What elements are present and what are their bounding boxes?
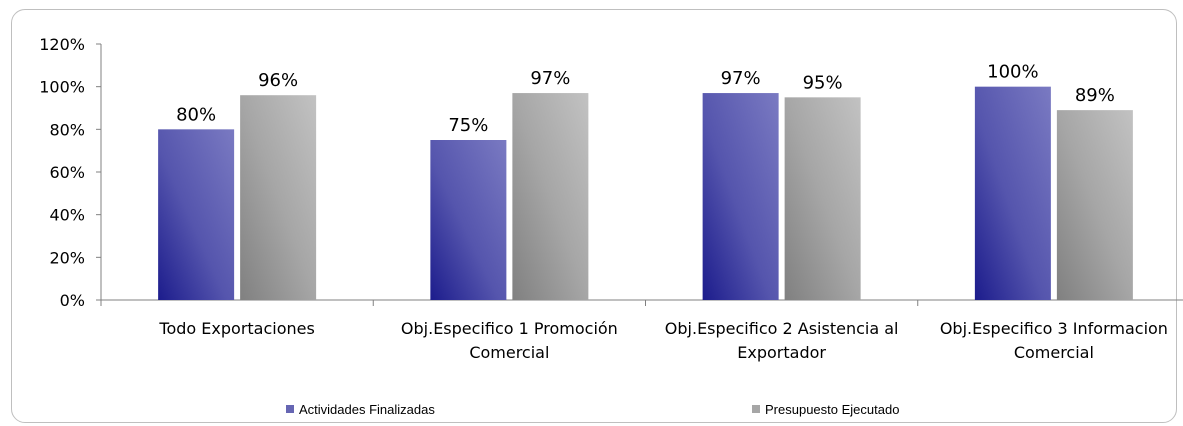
legend-swatch (286, 405, 294, 413)
y-tick-label: 0% (60, 291, 85, 310)
bar-presupuesto (784, 97, 861, 300)
data-label: 80% (176, 104, 216, 125)
x-category-label: Obj.Especifico 2 Asistencia al (665, 319, 899, 338)
data-label: 100% (987, 62, 1038, 83)
chart-frame (11, 9, 1177, 423)
x-category-label: Todo Exportaciones (158, 319, 314, 338)
bar-actividades (430, 140, 507, 300)
bar-presupuesto (1056, 110, 1133, 300)
data-label: 89% (1075, 85, 1115, 106)
y-tick-label: 120% (39, 35, 85, 54)
legend-label: Actividades Finalizadas (299, 402, 435, 417)
y-tick-label: 40% (49, 206, 85, 225)
x-category-label: Obj.Especifico 3 Informacion (940, 319, 1168, 338)
bar-actividades (974, 86, 1051, 301)
x-category-label: Comercial (1014, 343, 1094, 362)
legend-label: Presupuesto Ejecutado (765, 402, 899, 417)
data-label: 96% (258, 70, 298, 91)
bar-actividades (158, 129, 235, 300)
x-category-label: Comercial (469, 343, 549, 362)
y-tick-label: 60% (49, 163, 85, 182)
data-label: 95% (803, 72, 843, 93)
data-label: 97% (530, 68, 570, 89)
bar-actividades (702, 93, 779, 300)
y-tick-label: 100% (39, 78, 85, 97)
bar-presupuesto (240, 95, 317, 300)
legend-item: Presupuesto Ejecutado (752, 402, 899, 417)
legend-item: Actividades Finalizadas (286, 402, 435, 417)
data-label: 75% (448, 115, 488, 136)
y-tick-label: 80% (49, 120, 85, 139)
x-category-label: Obj.Especifico 1 Promoción (401, 319, 618, 338)
x-category-label: Exportador (737, 343, 826, 362)
y-tick-label: 20% (49, 248, 85, 267)
bar-presupuesto (512, 93, 589, 300)
legend-swatch (752, 405, 760, 413)
data-label: 97% (721, 68, 761, 89)
